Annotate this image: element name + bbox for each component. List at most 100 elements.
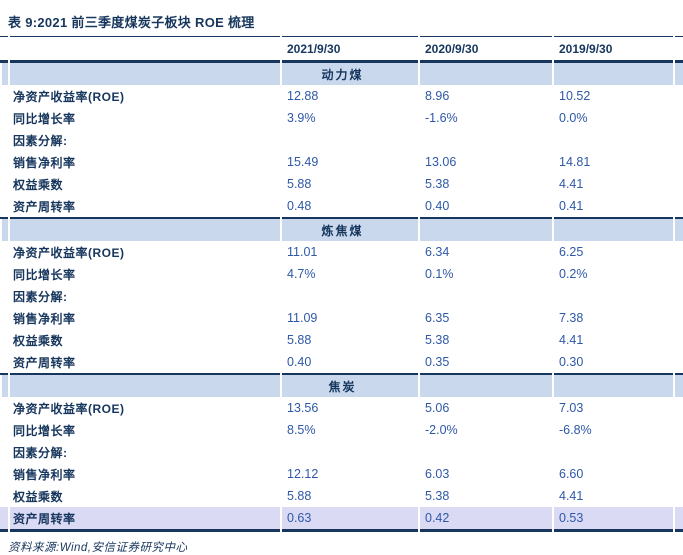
rule-segment: [8, 36, 280, 37]
cell-value: 0.48: [280, 195, 418, 217]
row-spacer: [0, 329, 8, 351]
row-label: 资产周转率: [8, 195, 280, 217]
row-spacer: [673, 173, 683, 195]
rule-segment: [552, 60, 673, 63]
cell-value: 12.88: [280, 85, 418, 107]
cell-value: 0.63: [280, 507, 418, 529]
row-spacer: [673, 85, 683, 107]
row-spacer: [0, 397, 8, 419]
section-band-cell: [8, 375, 280, 397]
row-spacer: [673, 485, 683, 507]
cell-value: 13.56: [280, 397, 418, 419]
row-label: 销售净利率: [8, 307, 280, 329]
rule-segment: [418, 60, 552, 63]
cell-value: 13.06: [418, 151, 552, 173]
table-row: 资产周转率 0.48 0.40 0.41: [0, 195, 683, 217]
cell-value: 0.1%: [418, 263, 552, 285]
row-label: 净资产收益率(ROE): [8, 397, 280, 419]
rule-segment: [552, 373, 673, 375]
cell-value: 6.34: [418, 241, 552, 263]
row-spacer: [673, 285, 683, 307]
section-band-cell: [0, 63, 8, 85]
rule-segment: [418, 36, 552, 37]
section-band-cell: [0, 375, 8, 397]
row-spacer: [0, 151, 8, 173]
cell-value: 6.35: [418, 307, 552, 329]
column-header-2020: 2020/9/30: [418, 37, 552, 60]
rule-segment: [673, 373, 683, 375]
cell-value: 12.12: [280, 463, 418, 485]
row-label: 销售净利率: [8, 463, 280, 485]
rule-segment: [280, 217, 418, 219]
section-band-cell: [8, 219, 280, 241]
section-header-row: 炼焦煤: [0, 219, 683, 241]
section-band-cell: [8, 63, 280, 85]
table-row: 因素分解:: [0, 285, 683, 307]
row-spacer: [0, 129, 8, 151]
cell-value: [280, 441, 418, 463]
cell-value: 5.88: [280, 173, 418, 195]
section-name: 动力煤: [0, 63, 683, 85]
rule-segment: [0, 217, 8, 219]
row-spacer: [0, 173, 8, 195]
cell-value: 7.03: [552, 397, 673, 419]
cell-value: 0.2%: [552, 263, 673, 285]
row-spacer: [0, 195, 8, 217]
row-spacer: [0, 419, 8, 441]
row-label-header: [8, 37, 280, 60]
column-header-2021: 2021/9/30: [280, 37, 418, 60]
cell-value: 15.49: [280, 151, 418, 173]
table-row: 权益乘数 5.88 5.38 4.41: [0, 173, 683, 195]
cell-value: [418, 285, 552, 307]
cell-value: 0.40: [418, 195, 552, 217]
row-spacer: [673, 419, 683, 441]
section-header-row: 动力煤: [0, 63, 683, 85]
cell-value: 5.88: [280, 485, 418, 507]
row-label: 净资产收益率(ROE): [8, 241, 280, 263]
rule-segment: [280, 36, 418, 37]
rule-segment: [418, 217, 552, 219]
cell-value: 6.03: [418, 463, 552, 485]
cell-value: -1.6%: [418, 107, 552, 129]
rule-segment: [0, 60, 8, 63]
cell-value: 3.9%: [280, 107, 418, 129]
rule-segment: [280, 60, 418, 63]
cell-value: 6.25: [552, 241, 673, 263]
cell-value: 4.41: [552, 485, 673, 507]
cell-value: [552, 441, 673, 463]
table-row: 资产周转率 0.40 0.35 0.30: [0, 351, 683, 373]
header-spacer: [0, 37, 8, 60]
row-spacer: [673, 441, 683, 463]
rule-segment: [8, 217, 280, 219]
cell-value: [280, 285, 418, 307]
rule-segment: [280, 373, 418, 375]
table-row: 同比增长率 4.7% 0.1% 0.2%: [0, 263, 683, 285]
section-band-cell: [552, 219, 673, 241]
table-row: 因素分解:: [0, 441, 683, 463]
row-spacer: [0, 441, 8, 463]
cell-value: 0.0%: [552, 107, 673, 129]
cell-value: -6.8%: [552, 419, 673, 441]
column-header-2019: 2019/9/30: [552, 37, 673, 60]
rule-segment: [552, 217, 673, 219]
row-spacer: [0, 285, 8, 307]
cell-value: 5.88: [280, 329, 418, 351]
table-row: 同比增长率 3.9% -1.6% 0.0%: [0, 107, 683, 129]
section-band-cell: [280, 63, 418, 85]
section-band-cell: [418, 219, 552, 241]
cell-value: 4.7%: [280, 263, 418, 285]
row-label: 同比增长率: [8, 107, 280, 129]
header-spacer: [673, 37, 683, 60]
row-spacer: [673, 195, 683, 217]
table-row: 资产周转率 0.63 0.42 0.53: [0, 507, 683, 529]
cell-value: 8.5%: [280, 419, 418, 441]
table-top-rule: [0, 36, 683, 37]
table-row: 净资产收益率(ROE) 11.01 6.34 6.25: [0, 241, 683, 263]
source-note: 资料来源:Wind,安信证券研究中心: [8, 542, 188, 554]
cell-value: 0.53: [552, 507, 673, 529]
row-spacer: [0, 85, 8, 107]
row-label: 资产周转率: [8, 351, 280, 373]
header-bottom-rule: [0, 60, 683, 63]
rule-segment: [673, 217, 683, 219]
